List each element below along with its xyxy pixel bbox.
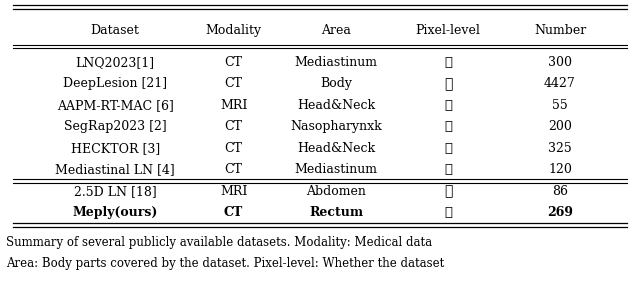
Text: ✗: ✗ bbox=[444, 184, 452, 198]
Text: Area: Body parts covered by the dataset. Pixel-level: Whether the dataset: Area: Body parts covered by the dataset.… bbox=[6, 257, 445, 270]
Text: Summary of several publicly available datasets. Modality: Medical data: Summary of several publicly available da… bbox=[6, 236, 433, 249]
Text: LNQ2023[1]: LNQ2023[1] bbox=[76, 56, 155, 69]
Text: SegRap2023 [2]: SegRap2023 [2] bbox=[64, 120, 166, 133]
Text: ✓: ✓ bbox=[444, 99, 452, 112]
Text: 2.5D LN [18]: 2.5D LN [18] bbox=[74, 185, 157, 198]
Text: Mediastinal LN [4]: Mediastinal LN [4] bbox=[55, 163, 175, 176]
Text: Body: Body bbox=[320, 77, 352, 90]
Text: Dataset: Dataset bbox=[91, 24, 140, 37]
Text: Meply(ours): Meply(ours) bbox=[72, 206, 158, 219]
Text: MRI: MRI bbox=[220, 185, 247, 198]
Text: 200: 200 bbox=[548, 120, 572, 133]
Text: 300: 300 bbox=[548, 56, 572, 69]
Text: CT: CT bbox=[224, 206, 243, 219]
Text: Nasopharynxk: Nasopharynxk bbox=[290, 120, 382, 133]
Text: Mediastinum: Mediastinum bbox=[294, 163, 378, 176]
Text: Rectum: Rectum bbox=[309, 206, 363, 219]
Text: ✓: ✓ bbox=[444, 120, 452, 133]
Text: Abdomen: Abdomen bbox=[306, 185, 366, 198]
Text: ✗: ✗ bbox=[444, 77, 452, 91]
Text: ✓: ✓ bbox=[444, 56, 452, 69]
Text: Pixel-level: Pixel-level bbox=[415, 24, 481, 37]
Text: CT: CT bbox=[225, 163, 243, 176]
Text: Head&Neck: Head&Neck bbox=[297, 99, 375, 112]
Text: Area: Area bbox=[321, 24, 351, 37]
Text: Modality: Modality bbox=[205, 24, 262, 37]
Text: CT: CT bbox=[225, 56, 243, 69]
Text: ✓: ✓ bbox=[444, 163, 452, 176]
Text: Number: Number bbox=[534, 24, 586, 37]
Text: AAPM-RT-MAC [6]: AAPM-RT-MAC [6] bbox=[57, 99, 173, 112]
Text: MRI: MRI bbox=[220, 99, 247, 112]
Text: CT: CT bbox=[225, 77, 243, 90]
Text: HECKTOR [3]: HECKTOR [3] bbox=[70, 142, 160, 155]
Text: Head&Neck: Head&Neck bbox=[297, 142, 375, 155]
Text: ✓: ✓ bbox=[444, 206, 452, 219]
Text: Mediastinum: Mediastinum bbox=[294, 56, 378, 69]
Text: DeepLesion [21]: DeepLesion [21] bbox=[63, 77, 167, 90]
Text: CT: CT bbox=[225, 142, 243, 155]
Text: 4427: 4427 bbox=[544, 77, 576, 90]
Text: 55: 55 bbox=[552, 99, 568, 112]
Text: 120: 120 bbox=[548, 163, 572, 176]
Text: 269: 269 bbox=[547, 206, 573, 219]
Text: 325: 325 bbox=[548, 142, 572, 155]
Text: ✓: ✓ bbox=[444, 142, 452, 155]
Text: 86: 86 bbox=[552, 185, 568, 198]
Text: CT: CT bbox=[225, 120, 243, 133]
